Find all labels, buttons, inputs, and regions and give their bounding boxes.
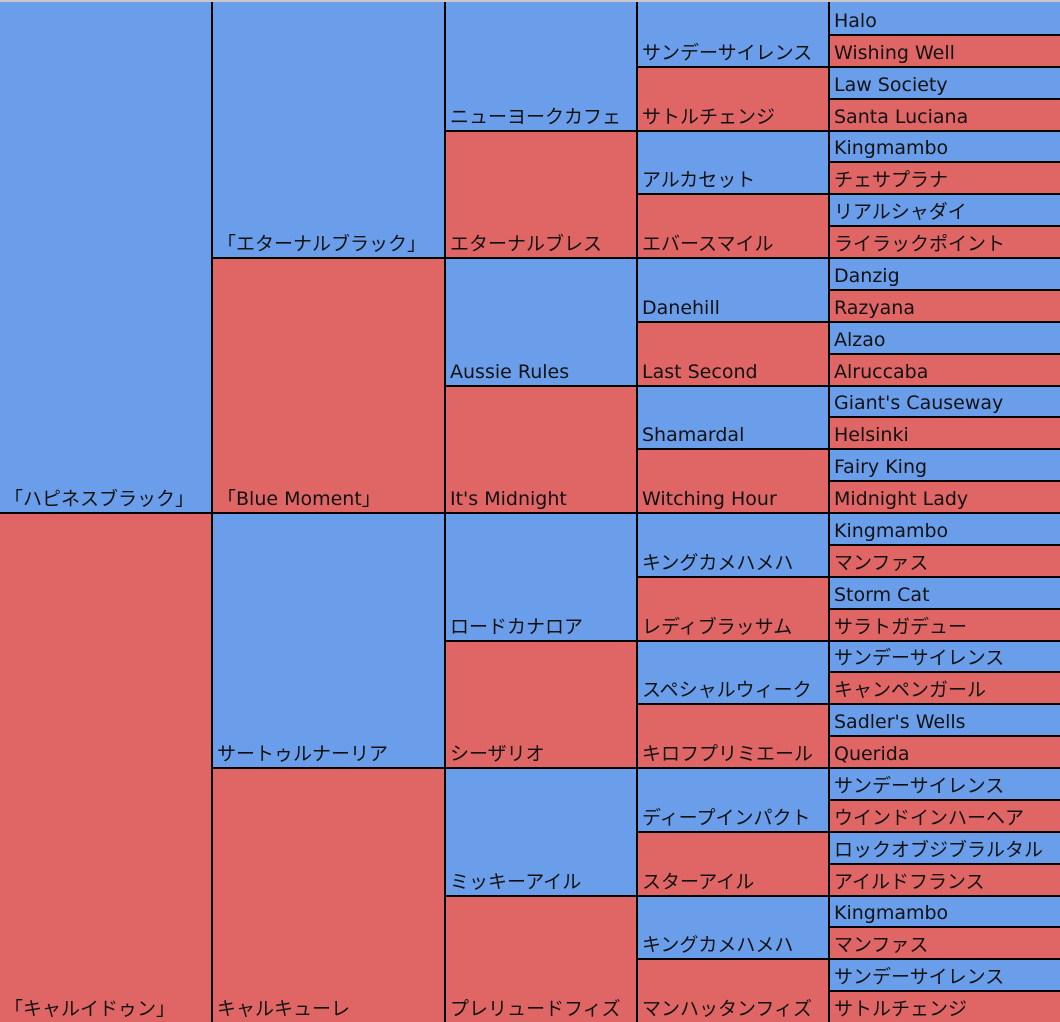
pedigree-cell-gen3: It's Midnight [446, 387, 636, 512]
pedigree-cell-gen4: ディープインパクト [638, 769, 828, 831]
pedigree-cell-gen5: Danzig [830, 259, 1060, 289]
pedigree-cell-gen4: サンデーサイレンス [638, 2, 828, 66]
pedigree-cell-gen4: エバースマイル [638, 195, 828, 257]
pedigree-cell-gen5: アイルドフランス [830, 865, 1060, 895]
pedigree-cell-gen5: サンデーサイレンス [830, 960, 1060, 990]
pedigree-cell-gen5: Querida [830, 737, 1060, 767]
pedigree-cell-gen4: Shamardal [638, 387, 828, 448]
pedigree-cell-gen5: チェサプラナ [830, 163, 1060, 193]
pedigree-cell-gen5: マンファス [830, 928, 1060, 958]
pedigree-cell-gen3: Aussie Rules [446, 259, 636, 385]
pedigree-cell-gen5: サトルチェンジ [830, 992, 1060, 1022]
pedigree-cell-gen3: ミッキーアイル [446, 769, 636, 895]
pedigree-cell-gen5: Alruccaba [830, 355, 1060, 385]
pedigree-cell-gen5: Midnight Lady [830, 482, 1060, 512]
pedigree-cell-gen5: Giant's Causeway [830, 387, 1060, 416]
pedigree-cell-gen5: キャンペンガール [830, 673, 1060, 703]
pedigree-cell-gen4: キングカメハメハ [638, 897, 828, 958]
top-border [0, 0, 1060, 2]
pedigree-cell-gen3: シーザリオ [446, 642, 636, 767]
pedigree-cell-gen4: キロフプリミエール [638, 705, 828, 767]
pedigree-cell-gen4: マンハッタンフィズ [638, 960, 828, 1022]
pedigree-cell-gen5: Sadler's Wells [830, 705, 1060, 735]
pedigree-cell-gen5: Helsinki [830, 418, 1060, 448]
pedigree-cell-gen4: スターアイル [638, 833, 828, 895]
pedigree-cell-gen5: Kingmambo [830, 132, 1060, 161]
pedigree-cell-gen5: Alzao [830, 323, 1060, 353]
pedigree-cell-gen4: サトルチェンジ [638, 68, 828, 130]
pedigree-cell-gen5: Storm Cat [830, 578, 1060, 608]
pedigree-cell-gen1: 「ハピネスブラック」 [0, 2, 211, 512]
pedigree-cell-gen3: ニューヨークカフェ [446, 2, 636, 130]
pedigree-cell-gen4: スペシャルウィーク [638, 642, 828, 703]
pedigree-cell-gen5: マンファス [830, 546, 1060, 576]
pedigree-cell-gen5: Halo [830, 2, 1060, 34]
pedigree-cell-gen1: 「キャルイドゥン」 [0, 514, 211, 1022]
pedigree-cell-gen5: サンデーサイレンス [830, 642, 1060, 671]
pedigree-cell-gen3: エターナルブレス [446, 132, 636, 257]
pedigree-cell-gen2: キャルキューレ [213, 769, 444, 1022]
pedigree-cell-gen5: ライラックポイント [830, 227, 1060, 257]
pedigree-cell-gen2: 「Blue Moment」 [213, 259, 444, 512]
pedigree-cell-gen4: アルカセット [638, 132, 828, 193]
pedigree-cell-gen5: ロックオブジブラルタル [830, 833, 1060, 863]
pedigree-cell-gen5: Santa Luciana [830, 100, 1060, 130]
pedigree-cell-gen4: レディブラッサム [638, 578, 828, 640]
pedigree-cell-gen4: Danehill [638, 259, 828, 321]
pedigree-cell-gen5: リアルシャダイ [830, 195, 1060, 225]
pedigree-cell-gen5: Razyana [830, 291, 1060, 321]
pedigree-cell-gen5: Fairy King [830, 450, 1060, 480]
pedigree-cell-gen2: 「エターナルブラック」 [213, 2, 444, 257]
pedigree-cell-gen5: サンデーサイレンス [830, 769, 1060, 799]
pedigree-cell-gen3: ロードカナロア [446, 514, 636, 640]
pedigree-cell-gen5: Kingmambo [830, 514, 1060, 544]
pedigree-cell-gen3: プレリュードフィズ [446, 897, 636, 1022]
pedigree-cell-gen5: Kingmambo [830, 897, 1060, 926]
pedigree-cell-gen5: Law Society [830, 68, 1060, 98]
pedigree-cell-gen5: サラトガデュー [830, 610, 1060, 640]
pedigree-cell-gen4: キングカメハメハ [638, 514, 828, 576]
pedigree-cell-gen5: ウインドインハーヘア [830, 801, 1060, 831]
pedigree-cell-gen2: サートゥルナーリア [213, 514, 444, 767]
pedigree-cell-gen4: Last Second [638, 323, 828, 385]
pedigree-cell-gen4: Witching Hour [638, 450, 828, 512]
pedigree-cell-gen5: Wishing Well [830, 36, 1060, 66]
